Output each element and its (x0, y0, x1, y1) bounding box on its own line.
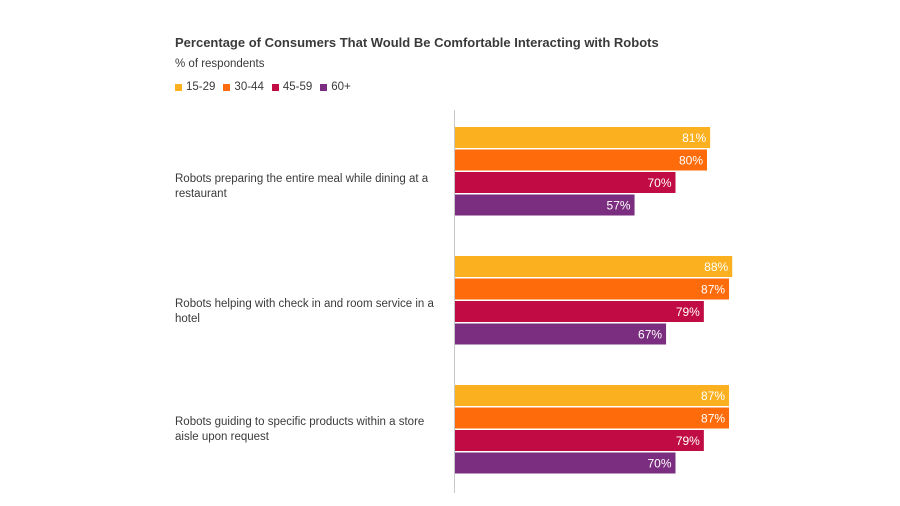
category-label-store: Robots guiding to specific products with… (175, 416, 425, 443)
bar-label-store-15-29: 87% (701, 389, 725, 403)
bar-label-store-45-59: 79% (676, 434, 700, 448)
legend-item-30-44: 30-44 (223, 81, 264, 93)
legend-label-30-44: 30-44 (234, 81, 264, 93)
bar-restaurant-30-44 (455, 149, 707, 171)
bar-label-hotel-15-29: 88% (704, 260, 728, 274)
legend-label-45-59: 45-59 (282, 81, 313, 93)
legend-label-15-29: 15-29 (186, 81, 216, 93)
legend-item-15-29: 15-29 (175, 81, 215, 93)
bar-store-15-29 (455, 385, 730, 406)
legend: 15-29 30-44 45-59 60+ (175, 81, 351, 93)
bar-label-hotel-45-59: 79% (676, 305, 700, 319)
bar-hotel-60-plus (455, 323, 667, 345)
bar-label-hotel-60-plus: 67% (638, 328, 662, 342)
bar-label-restaurant-15-29: 81% (682, 131, 706, 145)
category-label-restaurant: Robots preparing the entire meal while d… (175, 173, 429, 200)
bar-hotel-30-44 (455, 278, 730, 300)
bar-restaurant-45-59 (455, 172, 676, 193)
bar-label-restaurant-45-59: 70% (647, 176, 671, 190)
legend-swatch-60-plus (320, 83, 328, 91)
bar-hotel-45-59 (455, 301, 704, 322)
chart-subtitle: % of respondents (175, 58, 265, 70)
category-label-hotel: Robots helping with check in and room se… (175, 298, 434, 325)
bar-label-hotel-30-44: 87% (701, 283, 725, 297)
bar-store-60-plus (455, 452, 676, 474)
chart-title: Percentage of Consumers That Would Be Co… (175, 35, 659, 50)
legend-swatch-30-44 (223, 83, 231, 91)
bar-label-restaurant-60-plus: 57% (607, 199, 631, 213)
legend-label-60-plus: 60+ (331, 81, 351, 93)
bar-restaurant-60-plus (455, 194, 635, 216)
bar-label-store-30-44: 87% (701, 412, 725, 426)
bar-restaurant-15-29 (455, 127, 711, 148)
bar-hotel-15-29 (455, 256, 733, 277)
bar-store-30-44 (455, 407, 730, 429)
bar-label-store-60-plus: 70% (647, 457, 671, 471)
bars-group: 81%80%70%57%88%87%79%67%87%87%79%70% (455, 127, 733, 474)
legend-item-60-plus: 60+ (320, 81, 351, 93)
bar-store-45-59 (455, 430, 704, 451)
legend-swatch-15-29 (175, 83, 182, 91)
bar-label-restaurant-30-44: 80% (679, 154, 703, 168)
legend-item-45-59: 45-59 (271, 81, 313, 93)
legend-swatch-45-59 (271, 83, 279, 91)
